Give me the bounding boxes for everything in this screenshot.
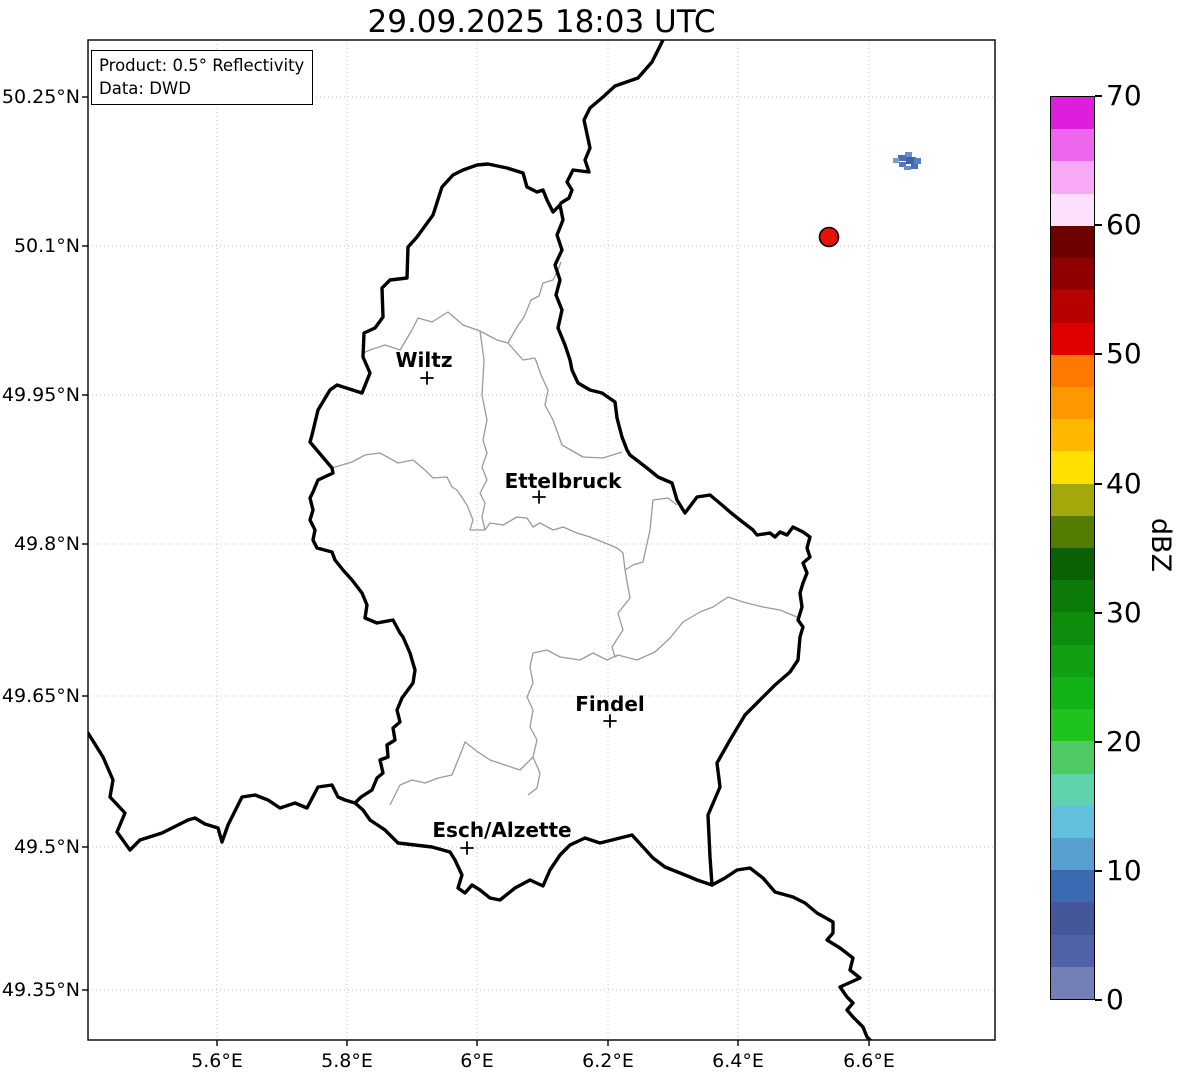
radar-echo-cell (904, 166, 911, 170)
colorbar-tick-label: 70 (1106, 79, 1142, 112)
colorbar-tick-label: 20 (1106, 725, 1142, 758)
colorbar-tick (1095, 612, 1102, 614)
colorbar-segment (1051, 418, 1094, 452)
colorbar-segment (1051, 837, 1094, 871)
lat-tick-label: 49.65°N (1, 685, 80, 707)
german-belgian-border (559, 40, 665, 205)
colorbar-segment (1051, 354, 1094, 387)
colorbar-tick (1095, 870, 1102, 872)
lon-tick-label: 6.4°E (712, 1050, 764, 1072)
city-marker-esch (460, 841, 474, 855)
radar-echo-cell (898, 155, 906, 161)
country-borders (88, 40, 873, 1040)
colorbar-segment (1051, 161, 1094, 194)
colorbar-segment (1051, 740, 1094, 774)
radar-echo-cell (899, 162, 906, 167)
colorbar (1050, 96, 1095, 1000)
colorbar-segment (1051, 579, 1094, 613)
lat-tick-label: 49.35°N (1, 979, 80, 1001)
colorbar-tick-label: 60 (1106, 208, 1142, 241)
colorbar-segment (1051, 193, 1094, 226)
city-label-esch: Esch/Alzette (432, 818, 572, 842)
colorbar-tick (1095, 741, 1102, 743)
radar-echo-cell (905, 152, 912, 157)
colorbar-tick (1095, 353, 1102, 355)
colorbar-segment (1051, 128, 1094, 162)
city-markers (420, 371, 617, 855)
colorbar-segment (1051, 612, 1094, 645)
product-info-line1: Product: 0.5° Reflectivity (99, 56, 305, 75)
colorbar-segment (1051, 773, 1094, 806)
colorbar-tick-label: 40 (1106, 467, 1142, 500)
colorbar-segment (1051, 901, 1094, 935)
colorbar-segment (1051, 805, 1094, 838)
city-label-wiltz: Wiltz (395, 348, 453, 372)
colorbar-tick-label: 50 (1106, 337, 1142, 370)
colorbar-segment (1051, 869, 1094, 903)
colorbar-segment (1051, 96, 1094, 130)
radar-echo-cell (906, 157, 916, 164)
district-borders (331, 261, 798, 806)
lat-tick-label: 50.25°N (1, 86, 80, 108)
colorbar-tick-label: 0 (1106, 983, 1124, 1016)
colorbar-tick-label: 10 (1106, 854, 1142, 887)
lon-tick-label: 6°E (460, 1050, 494, 1072)
plot-title: 29.09.2025 18:03 UTC (367, 4, 716, 40)
lon-tick-label: 5.8°E (321, 1050, 373, 1072)
colorbar-tick (1095, 999, 1102, 1001)
belgian-french-border (88, 731, 357, 852)
colorbar-segment (1051, 450, 1094, 484)
colorbar-axis-label: dBZ (1145, 517, 1176, 573)
radar-echo-cell (893, 158, 899, 163)
colorbar-tick (1095, 95, 1102, 97)
colorbar-segment (1051, 708, 1094, 742)
colorbar-tick (1095, 483, 1102, 485)
colorbar-segment (1051, 225, 1094, 259)
city-label-ettelbruck: Ettelbruck (504, 469, 622, 493)
colorbar-tick-label: 30 (1106, 596, 1142, 629)
colorbar-segment (1051, 322, 1094, 355)
radar-echo-weak (893, 152, 921, 170)
radar-echo-strong (818, 226, 840, 248)
colorbar-segment (1051, 934, 1094, 967)
lat-tick-label: 49.5°N (13, 836, 80, 858)
lon-tick-label: 5.6°E (191, 1050, 243, 1072)
colorbar-segment (1051, 644, 1094, 677)
product-info-line2: Data: DWD (99, 79, 191, 98)
city-marker-findel (603, 714, 617, 728)
luxembourg-border (308, 162, 812, 902)
colorbar-segment (1051, 289, 1094, 323)
colorbar-segment (1051, 966, 1094, 999)
colorbar-segment (1051, 676, 1094, 710)
colorbar-segment (1051, 483, 1094, 516)
colorbar-tick (1095, 224, 1102, 226)
axes-frame (82, 39, 996, 1046)
colorbar-gradient (1051, 96, 1094, 999)
radar-echo-cell (914, 158, 921, 164)
colorbar-segment (1051, 547, 1094, 581)
colorbar-segment (1051, 515, 1094, 548)
lat-tick-label: 49.8°N (13, 533, 80, 555)
lon-tick-label: 6.2°E (582, 1050, 634, 1072)
city-marker-wiltz (420, 371, 434, 385)
lat-axis-ticks (82, 96, 88, 991)
lon-tick-label: 6.6°E (843, 1050, 895, 1072)
lat-tick-label: 49.95°N (1, 384, 80, 406)
graticule-grid (88, 40, 995, 1040)
city-label-findel: Findel (575, 692, 645, 716)
city-marker-ettelbruck (532, 490, 546, 504)
colorbar-segment (1051, 386, 1094, 420)
colorbar-segment (1051, 257, 1094, 291)
lat-tick-label: 50.1°N (13, 235, 80, 257)
radar-echo-cell (911, 164, 918, 169)
german-french-border (710, 866, 873, 1040)
product-info-box: Product: 0.5° Reflectivity Data: DWD (91, 50, 314, 105)
lon-axis-ticks (216, 1040, 870, 1046)
